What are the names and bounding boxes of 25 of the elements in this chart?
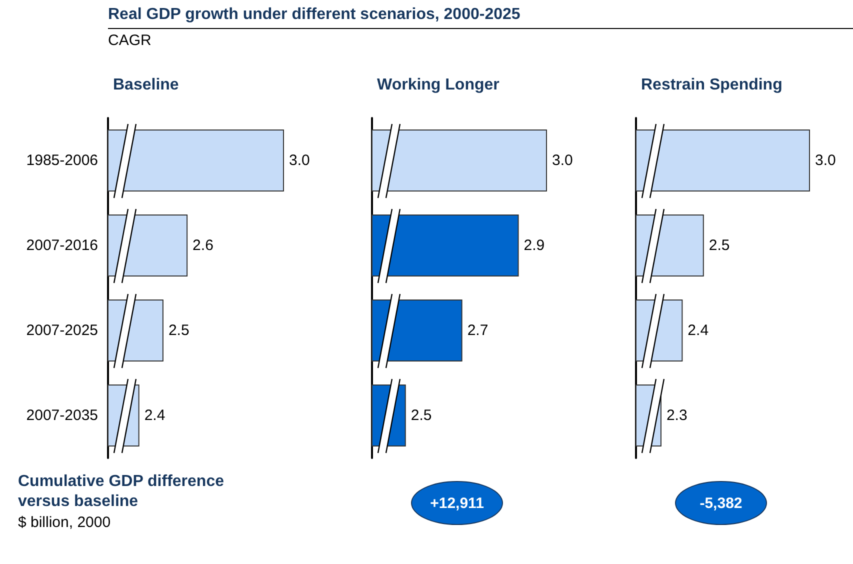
text: +12,911 [430,494,484,512]
data-label: 2.9 [524,237,545,254]
y-tick-label: 2007-2035 [26,407,98,424]
text: $ billion, 2000 [18,514,111,531]
chart-title: Baseline [113,76,179,94]
data-label: 2.4 [144,407,166,424]
chart-title: Working Longer [377,76,500,94]
text: -5,382 [700,494,742,512]
data-label: 2.4 [688,322,709,339]
chart-title: Restrain Spending [641,76,782,94]
y-tick-label: 1985-2006 [26,152,98,169]
data-label: 3.0 [815,152,836,169]
text: CAGR [108,32,152,49]
data-label: 2.3 [666,407,688,424]
y-tick-label: 2007-2025 [26,322,98,339]
text: Cumulative GDP difference versus baseline [18,472,225,512]
data-label: 2.5 [410,407,432,424]
data-label: 2.5 [168,322,190,339]
data-label: 3.0 [552,152,573,169]
data-label: 3.0 [289,152,310,169]
data-label: 2.6 [192,237,214,254]
data-label: 2.5 [708,237,730,254]
y-tick-label: 2007-2016 [26,237,98,254]
text: Real GDP growth under different scenarios, 2000-2025 [108,6,853,29]
data-label: 2.7 [467,322,488,339]
